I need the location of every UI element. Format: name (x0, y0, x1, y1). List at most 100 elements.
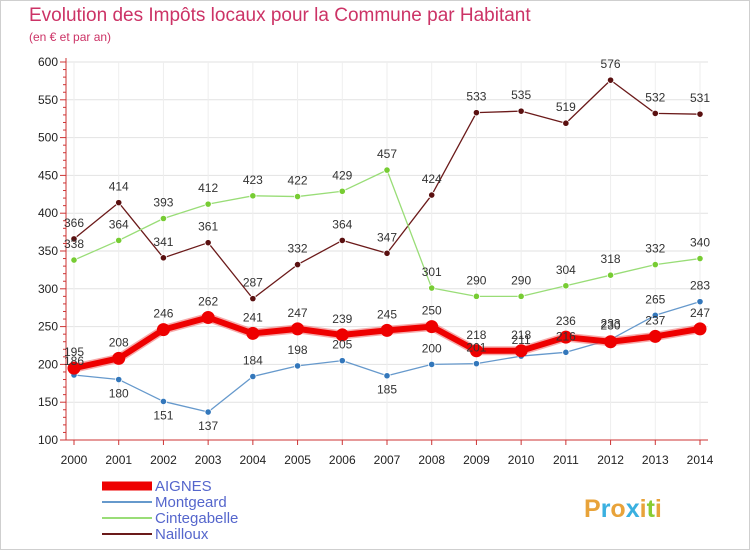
data-point-Nailloux (517, 107, 525, 115)
data-point-Cintegabelle (562, 282, 570, 290)
data-point-AIGNES (693, 322, 707, 336)
data-label-AIGNES: 246 (153, 307, 173, 321)
data-label-AIGNES: 195 (64, 345, 84, 359)
proxiti-wordmark: Proxiti (584, 495, 662, 523)
data-label-Nailloux: 347 (377, 230, 397, 244)
data-label-AIGNES: 247 (690, 306, 710, 320)
axes (60, 58, 708, 445)
data-label-AIGNES: 241 (243, 310, 263, 324)
data-label-AIGNES: 237 (645, 313, 665, 327)
data-label-Nailloux: 531 (690, 91, 710, 105)
data-label-Montgeard: 205 (332, 338, 352, 352)
data-label-AIGNES: 218 (511, 328, 531, 342)
legend-label-Montgeard: Montgeard (155, 494, 227, 511)
data-label-Cintegabelle: 412 (198, 181, 218, 195)
logo-letter: i (655, 495, 662, 523)
data-point-AIGNES (514, 344, 528, 358)
data-point-Montgeard (293, 362, 302, 370)
data-label-Montgeard: 180 (109, 387, 129, 401)
y-tick-label: 350 (38, 244, 58, 258)
data-label-Cintegabelle: 393 (153, 195, 173, 209)
data-label-Montgeard: 151 (153, 408, 173, 422)
data-point-Cintegabelle (651, 261, 659, 269)
y-tick-label: 250 (38, 320, 58, 334)
legend-label-Cintegabelle: Cintegabelle (155, 510, 238, 527)
data-label-Cintegabelle: 457 (377, 147, 397, 161)
data-label-Cintegabelle: 290 (466, 273, 486, 287)
data-label-Montgeard: 265 (645, 292, 665, 306)
data-point-Nailloux (159, 254, 168, 262)
data-point-AIGNES (648, 329, 662, 343)
data-label-AIGNES: 236 (556, 314, 576, 328)
y-axis-ticks: 100 150 200 250 300 350 400 450 500 550 600 (38, 55, 58, 447)
y-tick-label: 500 (38, 131, 58, 145)
x-tick-label: 2003 (195, 453, 222, 467)
chart-subtitle: (en € et par an) (29, 30, 112, 44)
legend-label-AIGNES: AIGNES (155, 478, 212, 495)
data-point-Nailloux (70, 235, 78, 243)
data-point-Cintegabelle (70, 256, 78, 264)
data-label-Montgeard: 283 (690, 279, 710, 293)
data-label-Nailloux: 361 (198, 220, 218, 234)
x-tick-label: 2011 (553, 453, 579, 467)
data-point-AIGNES (335, 328, 349, 342)
data-point-AIGNES (112, 351, 126, 365)
logo-letter: P (584, 495, 601, 523)
data-point-AIGNES (156, 323, 170, 337)
y-tick-label: 150 (38, 395, 58, 409)
y-tick-label: 550 (38, 93, 58, 107)
data-point-AIGNES (604, 335, 618, 349)
data-point-Montgeard (383, 372, 391, 380)
data-label-Montgeard: 185 (377, 383, 397, 397)
data-label-Cintegabelle: 429 (332, 168, 352, 182)
chart-title: Evolution des Impôts locaux pour la Comm… (29, 5, 531, 26)
data-point-Cintegabelle (517, 292, 525, 300)
data-point-AIGNES (469, 344, 483, 358)
data-label-Montgeard: 201 (466, 341, 486, 355)
data-point-Nailloux (606, 76, 615, 84)
x-tick-label: 2014 (687, 453, 714, 467)
data-label-AIGNES: 230 (601, 319, 621, 333)
data-point-Cintegabelle (249, 192, 257, 200)
data-label-Cintegabelle: 340 (690, 236, 710, 250)
data-label-Nailloux: 519 (556, 100, 576, 114)
data-point-Nailloux (293, 261, 302, 269)
data-point-AIGNES (201, 311, 215, 325)
data-point-Montgeard (472, 360, 481, 368)
x-tick-label: 2013 (642, 453, 669, 467)
data-label-Nailloux: 364 (332, 217, 352, 231)
data-label-AIGNES: 245 (377, 307, 397, 321)
data-label-AIGNES: 250 (422, 304, 442, 318)
y-tick-label: 200 (38, 357, 58, 371)
data-label-Montgeard: 137 (198, 419, 218, 433)
data-point-Cintegabelle (428, 284, 436, 292)
x-tick-label: 2002 (150, 453, 177, 467)
x-tick-label: 2009 (463, 453, 490, 467)
data-point-Cintegabelle (696, 254, 704, 263)
data-point-Nailloux (696, 110, 704, 118)
x-tick-label: 2005 (284, 453, 311, 467)
data-point-Cintegabelle (606, 271, 615, 279)
data-label-Montgeard: 211 (512, 333, 531, 347)
data-point-Montgeard (338, 357, 346, 365)
data-label-Cintegabelle: 301 (422, 265, 442, 279)
data-point-Montgeard (651, 311, 659, 319)
legend-label-Nailloux: Nailloux (155, 526, 209, 543)
data-label-Nailloux: 535 (511, 88, 531, 102)
data-label-Nailloux: 287 (243, 276, 263, 290)
data-point-AIGNES (67, 361, 81, 375)
data-label-Montgeard: 233 (601, 316, 621, 330)
x-tick-label: 2006 (329, 453, 356, 467)
data-point-Montgeard (428, 360, 436, 368)
y-tick-label: 600 (38, 55, 58, 69)
data-point-Montgeard (115, 375, 123, 384)
data-label-AIGNES: 218 (466, 328, 486, 342)
data-label-Nailloux: 424 (422, 172, 442, 186)
data-label-Cintegabelle: 318 (601, 252, 621, 266)
x-tick-label: 2008 (418, 453, 445, 467)
data-label-Cintegabelle: 422 (288, 174, 308, 188)
x-tick-label: 2007 (374, 453, 401, 467)
y-tick-label: 450 (38, 168, 58, 182)
data-point-Nailloux (338, 236, 346, 245)
data-point-Cintegabelle (383, 166, 391, 174)
